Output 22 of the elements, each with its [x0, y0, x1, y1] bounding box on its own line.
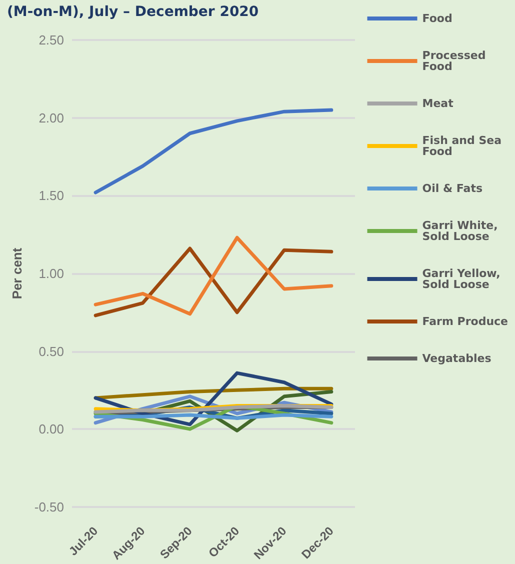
legend-label: Vegatables: [422, 352, 492, 365]
legend-label: Processed Food: [422, 49, 490, 73]
y-axis-title: Per cent: [9, 247, 24, 300]
line-series: [94, 108, 334, 194]
y-tick-label: 0.50: [38, 344, 64, 359]
chart-title: (M-on-M), July – December 2020: [7, 4, 259, 20]
legend-label: Fish and Sea Food: [422, 134, 506, 158]
legend-label: Garri Yellow, Sold Loose: [422, 267, 504, 291]
line-series: [94, 246, 334, 318]
y-tick-label: 0.00: [38, 422, 64, 437]
line-series: [94, 386, 334, 400]
legend-label: Garri White, Sold Loose: [422, 219, 502, 243]
legend-label: Farm Produce: [422, 315, 508, 328]
y-tick-label: 1.50: [38, 188, 64, 204]
y-tick-label: 1.00: [38, 266, 64, 281]
y-tick-label: 2.50: [38, 32, 64, 48]
y-tick-label: -0.50: [34, 499, 64, 514]
line-series: [94, 236, 334, 316]
legend-label: Food: [422, 12, 452, 25]
legend-label: Oil & Fats: [422, 182, 483, 195]
legend-label: Meat: [422, 97, 454, 110]
y-tick-label: 2.00: [38, 110, 64, 126]
